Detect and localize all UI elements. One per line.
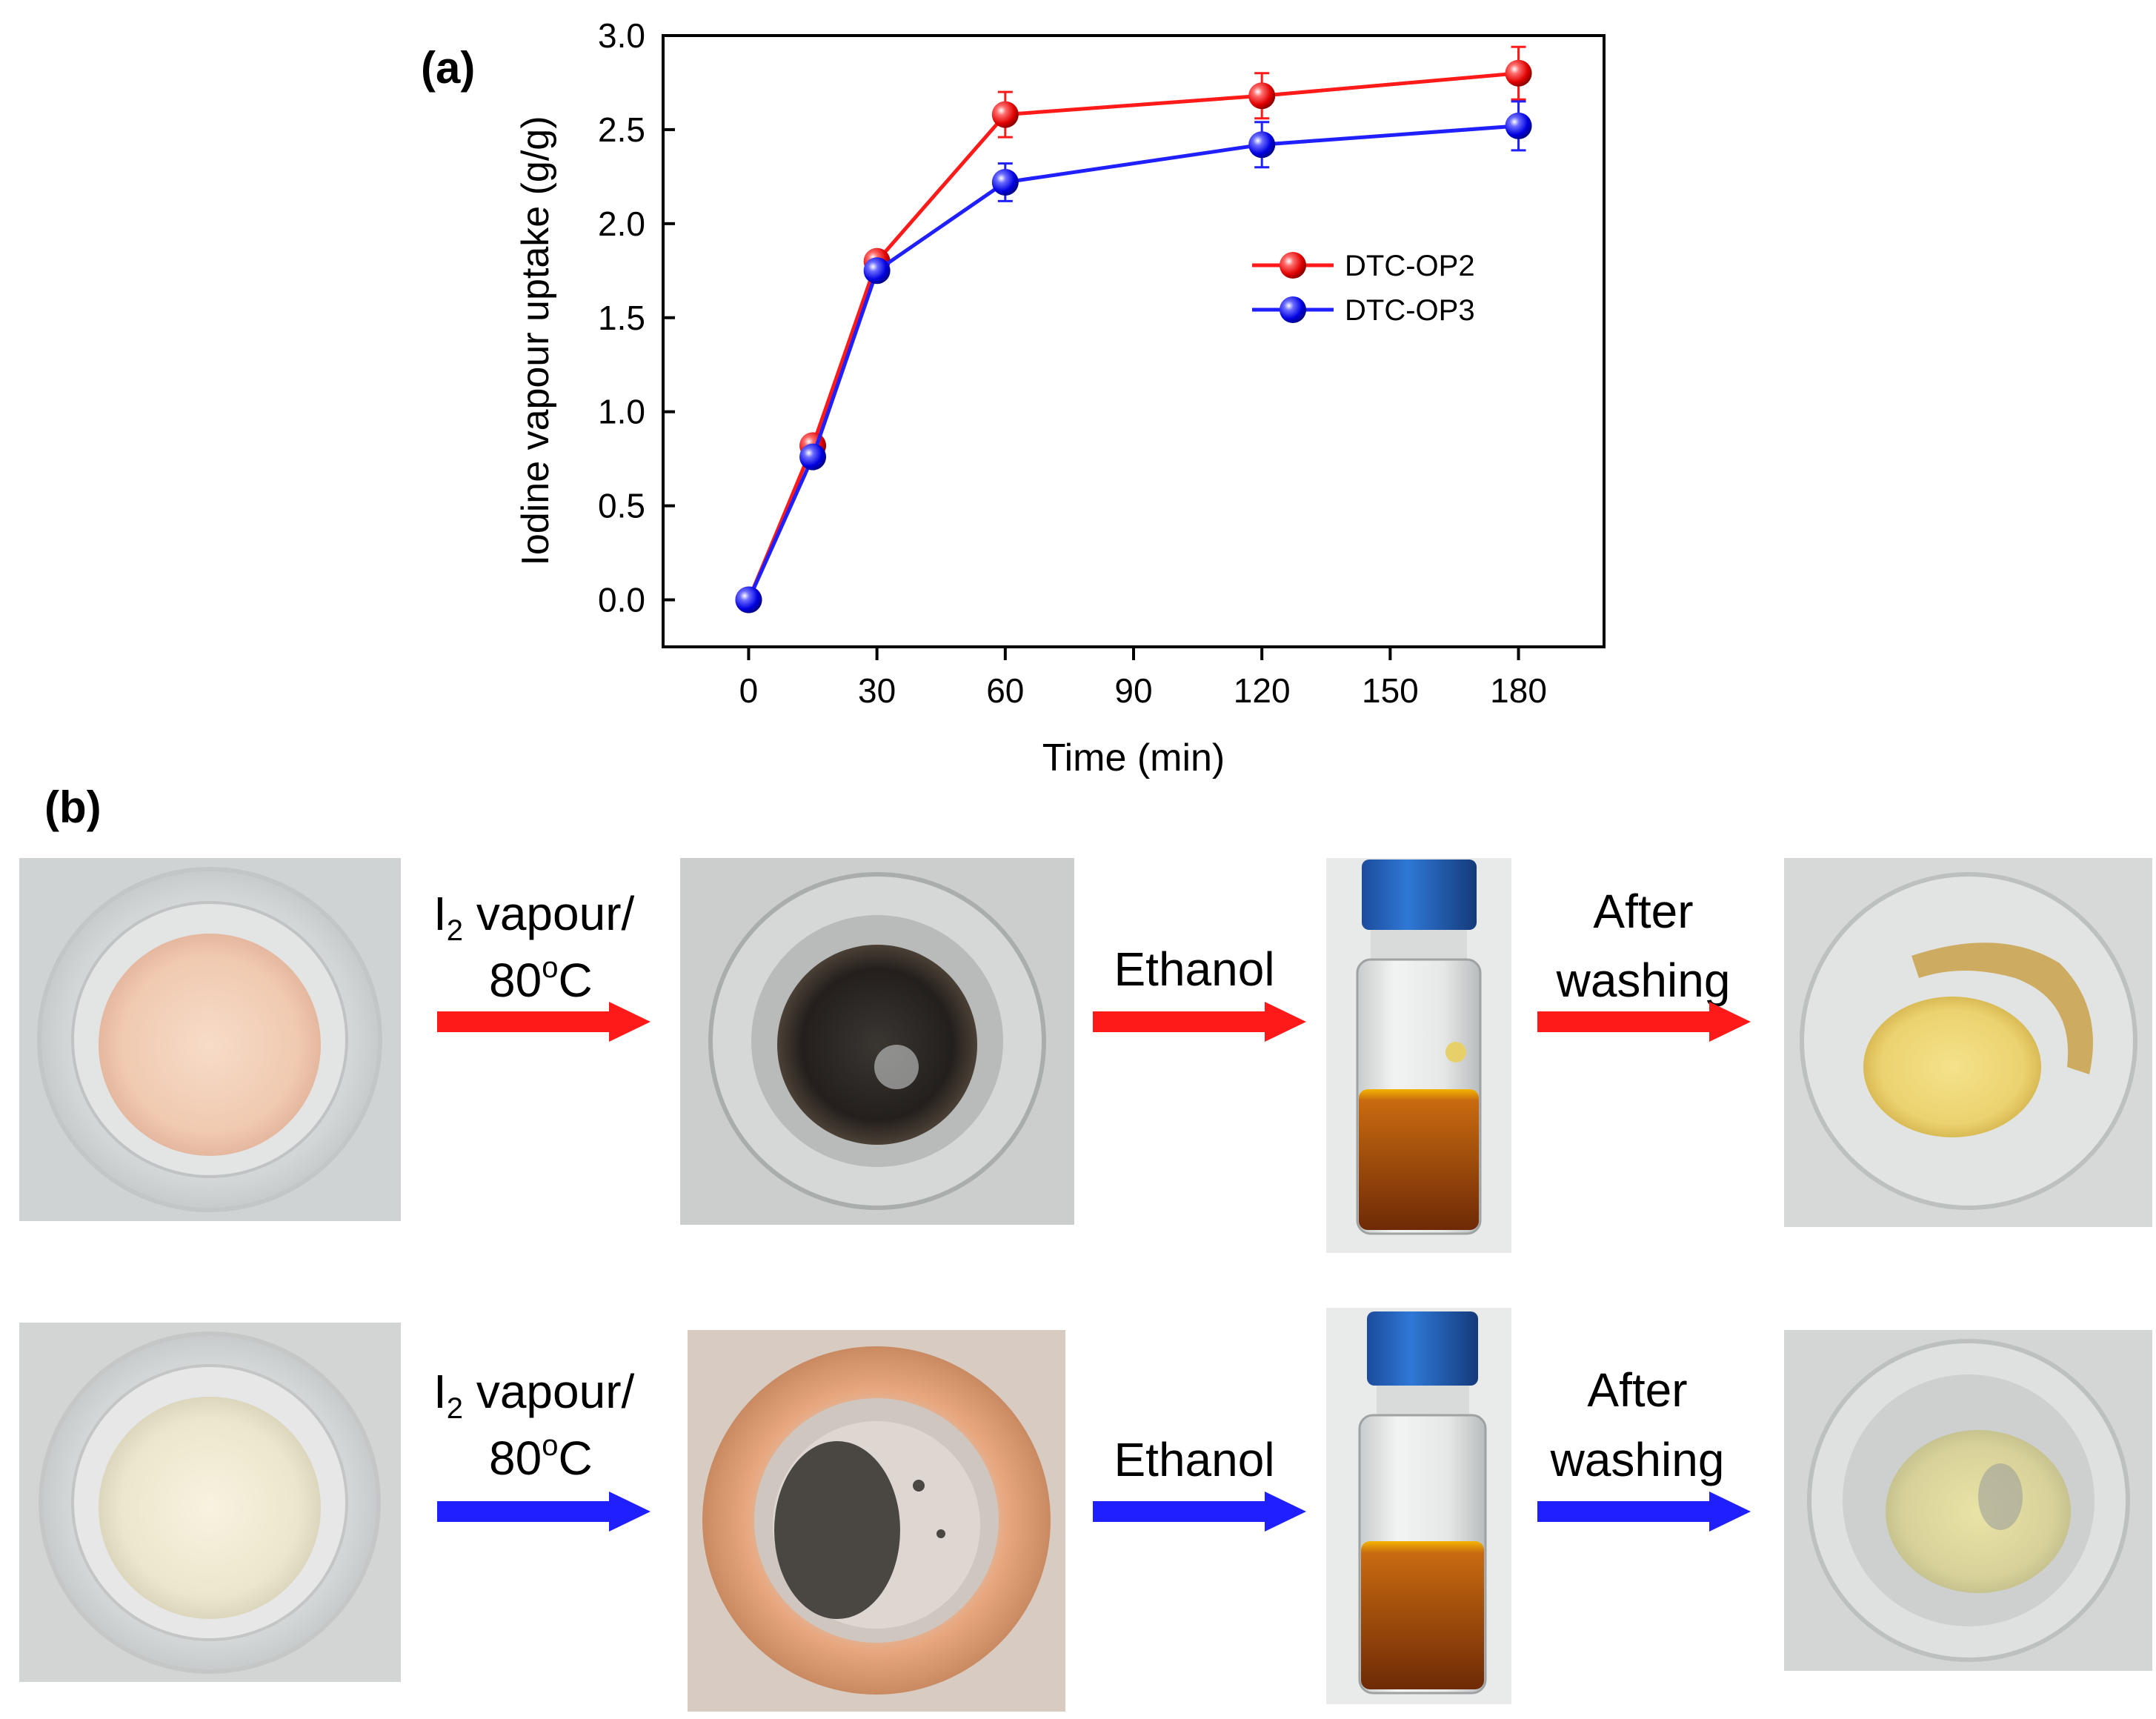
data-point	[1505, 59, 1532, 87]
series-line	[747, 71, 1519, 601]
data-point	[991, 169, 1019, 196]
legend-item: DTC-OP2	[1252, 250, 1475, 282]
photo-pristine-dtc-op2	[19, 858, 401, 1221]
y-tick-label: 1.0	[598, 393, 645, 431]
y-axis-title: Iodine vapour uptake (g/g)	[514, 116, 557, 565]
data-point	[863, 257, 891, 285]
panel-b-label: (b)	[44, 782, 102, 832]
y-tick-label: 0.5	[598, 487, 645, 525]
arrow-ethanol-row1	[1093, 1002, 1306, 1042]
svg-text:I2 vapour/: I2 vapour/	[433, 887, 635, 947]
data-point	[1248, 82, 1276, 110]
y-tick-label: 3.0	[598, 16, 645, 55]
arrow-washing-row1	[1537, 1002, 1751, 1042]
arrow-ethanol-row2	[1093, 1492, 1306, 1532]
chart-a: 0.0 0.5 1.0 1.5 2.0 2.5 3.0 0 30 60 90 120 150 180 I…	[514, 16, 1606, 779]
x-tick-label: 150	[1362, 671, 1419, 710]
x-tick-label: 30	[858, 671, 896, 710]
step-after-row1: After	[1593, 885, 1693, 938]
step-after-row2: After	[1587, 1363, 1687, 1417]
legend-label: DTC-OP3	[1345, 294, 1475, 327]
legend-item: DTC-OP3	[1252, 294, 1475, 327]
y-axis: 0.0 0.5 1.0 1.5 2.0 2.5 3.0	[598, 16, 675, 619]
photo-pristine-dtc-op3	[19, 1323, 401, 1682]
photo-regenerated-dtc-op3	[1784, 1330, 2152, 1671]
data-point	[1505, 112, 1532, 139]
legend-label: DTC-OP2	[1345, 250, 1475, 282]
svg-text:I2 vapour/: I2 vapour/	[433, 1365, 635, 1425]
data-point	[735, 586, 762, 614]
series-line	[747, 124, 1519, 601]
step-ethanol-row1: Ethanol	[1114, 942, 1274, 996]
x-axis-title: Time (min)	[1042, 737, 1225, 779]
x-tick-label: 180	[1490, 671, 1547, 710]
arrow-washing-row2	[1537, 1492, 1751, 1532]
y-tick-label: 2.5	[598, 110, 645, 149]
photo-ethanol-vial-row1	[1326, 858, 1511, 1253]
legend-marker	[1280, 252, 1306, 279]
svg-text:80oC: 80oC	[489, 951, 593, 1007]
x-tick-label: 0	[739, 671, 759, 710]
plot-frame	[662, 34, 1606, 648]
svg-text:80oC: 80oC	[489, 1429, 593, 1485]
x-axis: 0 30 60 90 120 150 180	[739, 647, 1547, 710]
y-tick-label: 1.5	[598, 299, 645, 337]
process-row-1: I2 vapour/ 80oC Ethanol After	[19, 858, 2152, 1253]
photo-regenerated-dtc-op2	[1784, 858, 2152, 1227]
series-layer	[735, 45, 1532, 614]
x-tick-label: 90	[1114, 671, 1152, 710]
data-point	[1248, 131, 1276, 159]
photo-ethanol-vial-row2	[1326, 1308, 1511, 1704]
arrow-iodine-row2	[437, 1492, 651, 1532]
process-row-2: I2 vapour/ 80oC Ethanol After	[19, 1308, 2152, 1712]
x-tick-label: 60	[986, 671, 1024, 710]
data-point	[991, 101, 1019, 128]
legend-marker	[1280, 296, 1306, 323]
arrow-iodine-row1	[437, 1002, 651, 1042]
step-washing-row1: washing	[1556, 954, 1731, 1007]
y-tick-label: 2.0	[598, 205, 645, 243]
photo-iodine-loaded-dtc-op3	[688, 1330, 1065, 1712]
panel-a-label: (a)	[421, 43, 475, 93]
x-tick-label: 120	[1234, 671, 1291, 710]
legend: DTC-OP2 DTC-OP3	[1252, 250, 1475, 327]
step-washing-row2: washing	[1550, 1433, 1725, 1486]
series-dtc-op3	[735, 100, 1532, 614]
y-tick-label: 0.0	[598, 581, 645, 619]
photo-iodine-loaded-dtc-op2	[680, 858, 1074, 1225]
data-point	[799, 443, 827, 471]
step-ethanol-row2: Ethanol	[1114, 1433, 1274, 1486]
